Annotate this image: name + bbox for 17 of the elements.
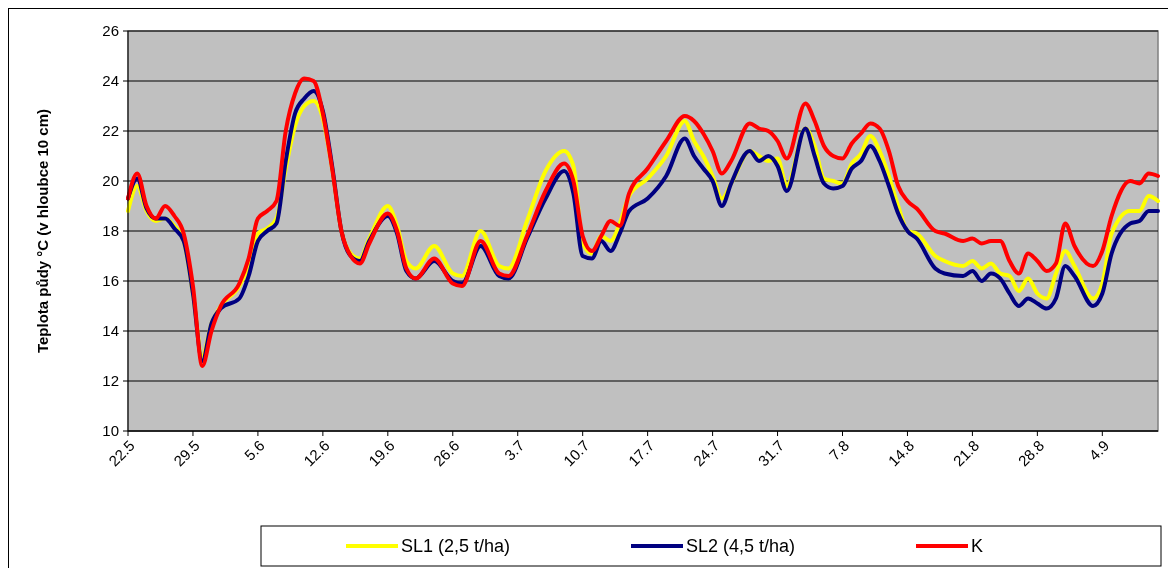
y-tick-label: 18 — [102, 222, 119, 240]
x-tick-label: 7.8 — [825, 436, 853, 464]
legend-label: SL1 (2,5 t/ha) — [401, 536, 511, 557]
x-tick-label: 5.6 — [240, 436, 268, 464]
y-tick-label: 24 — [102, 72, 119, 90]
y-tick-label: 20 — [102, 172, 119, 190]
y-tick-label: 22 — [102, 122, 119, 140]
y-tick-label: 26 — [102, 22, 119, 40]
x-tick-label: 4.9 — [1085, 436, 1113, 464]
y-axis-title: Teplota půdy °C (v hloubce 10 cm) — [34, 108, 51, 354]
legend-label: SL2 (4,5 t/ha) — [686, 536, 796, 557]
legend-label: K — [971, 536, 984, 557]
x-tick-label: 3.7 — [500, 436, 528, 464]
y-tick-label: 14 — [102, 322, 119, 340]
y-tick-label: 12 — [102, 372, 119, 390]
y-tick-label: 10 — [102, 422, 119, 440]
y-tick-label: 16 — [102, 272, 119, 290]
